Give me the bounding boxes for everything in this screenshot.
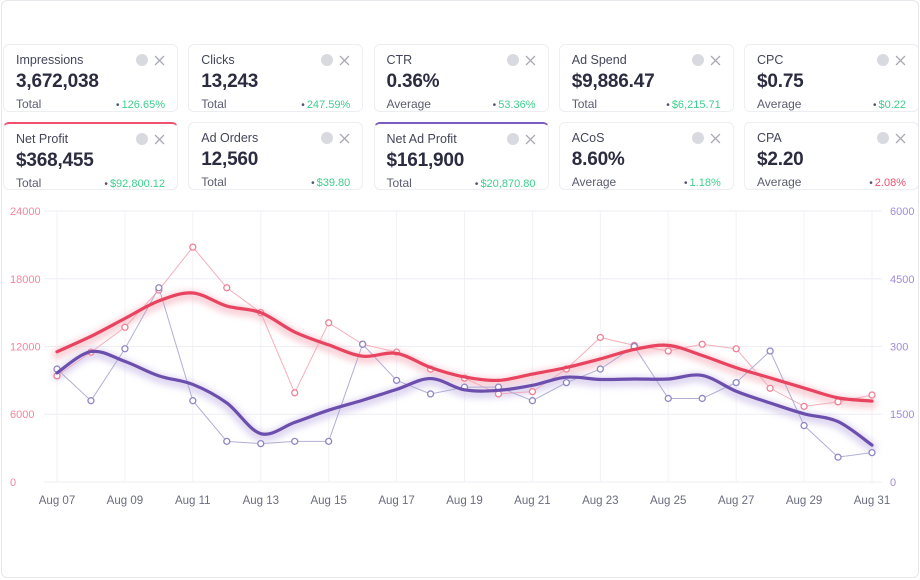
svg-text:1500: 1500	[890, 409, 914, 421]
svg-text:6000: 6000	[890, 206, 914, 218]
svg-text:0: 0	[10, 477, 16, 489]
svg-text:Aug 17: Aug 17	[378, 495, 414, 507]
svg-text:Aug 13: Aug 13	[243, 495, 279, 507]
svg-text:Aug 23: Aug 23	[582, 495, 618, 507]
svg-text:4500: 4500	[890, 274, 914, 286]
svg-text:Aug 11: Aug 11	[175, 495, 211, 507]
svg-text:Aug 31: Aug 31	[854, 495, 890, 507]
svg-text:18000: 18000	[10, 274, 41, 286]
svg-text:Aug 25: Aug 25	[650, 495, 686, 507]
svg-text:Aug 09: Aug 09	[107, 495, 143, 507]
svg-text:Aug 27: Aug 27	[718, 495, 754, 507]
svg-text:6000: 6000	[10, 409, 34, 421]
svg-text:Aug 21: Aug 21	[514, 495, 550, 507]
svg-text:Aug 07: Aug 07	[39, 495, 75, 507]
svg-text:300: 300	[890, 342, 908, 354]
svg-text:12000: 12000	[10, 342, 41, 354]
svg-text:24000: 24000	[10, 206, 41, 218]
svg-text:Aug 19: Aug 19	[446, 495, 482, 507]
svg-text:Aug 29: Aug 29	[786, 495, 822, 507]
svg-text:0: 0	[890, 477, 896, 489]
svg-text:Aug 15: Aug 15	[310, 495, 346, 507]
